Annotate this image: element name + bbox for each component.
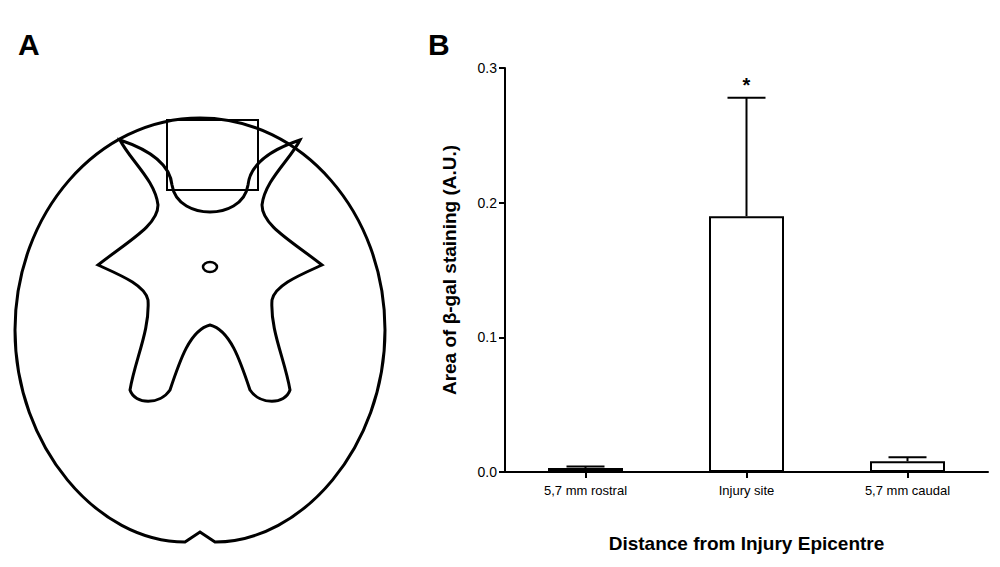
svg-text:*: * xyxy=(743,74,751,96)
svg-text:Distance from Injury Epicentre: Distance from Injury Epicentre xyxy=(609,533,885,554)
svg-text:0.2: 0.2 xyxy=(478,195,498,211)
svg-text:0.0: 0.0 xyxy=(478,464,498,480)
svg-text:Area of β-gal staining (A.U.): Area of β-gal staining (A.U.) xyxy=(439,145,460,395)
svg-text:0.1: 0.1 xyxy=(478,329,498,345)
svg-text:Injury site: Injury site xyxy=(719,483,775,498)
svg-text:5,7 mm caudal: 5,7 mm caudal xyxy=(865,483,950,498)
html-text:A: A xyxy=(18,28,40,61)
html-text:B: B xyxy=(428,28,450,61)
svg-text:0.3: 0.3 xyxy=(478,60,498,76)
svg-text:5,7 mm rostral: 5,7 mm rostral xyxy=(544,483,627,498)
